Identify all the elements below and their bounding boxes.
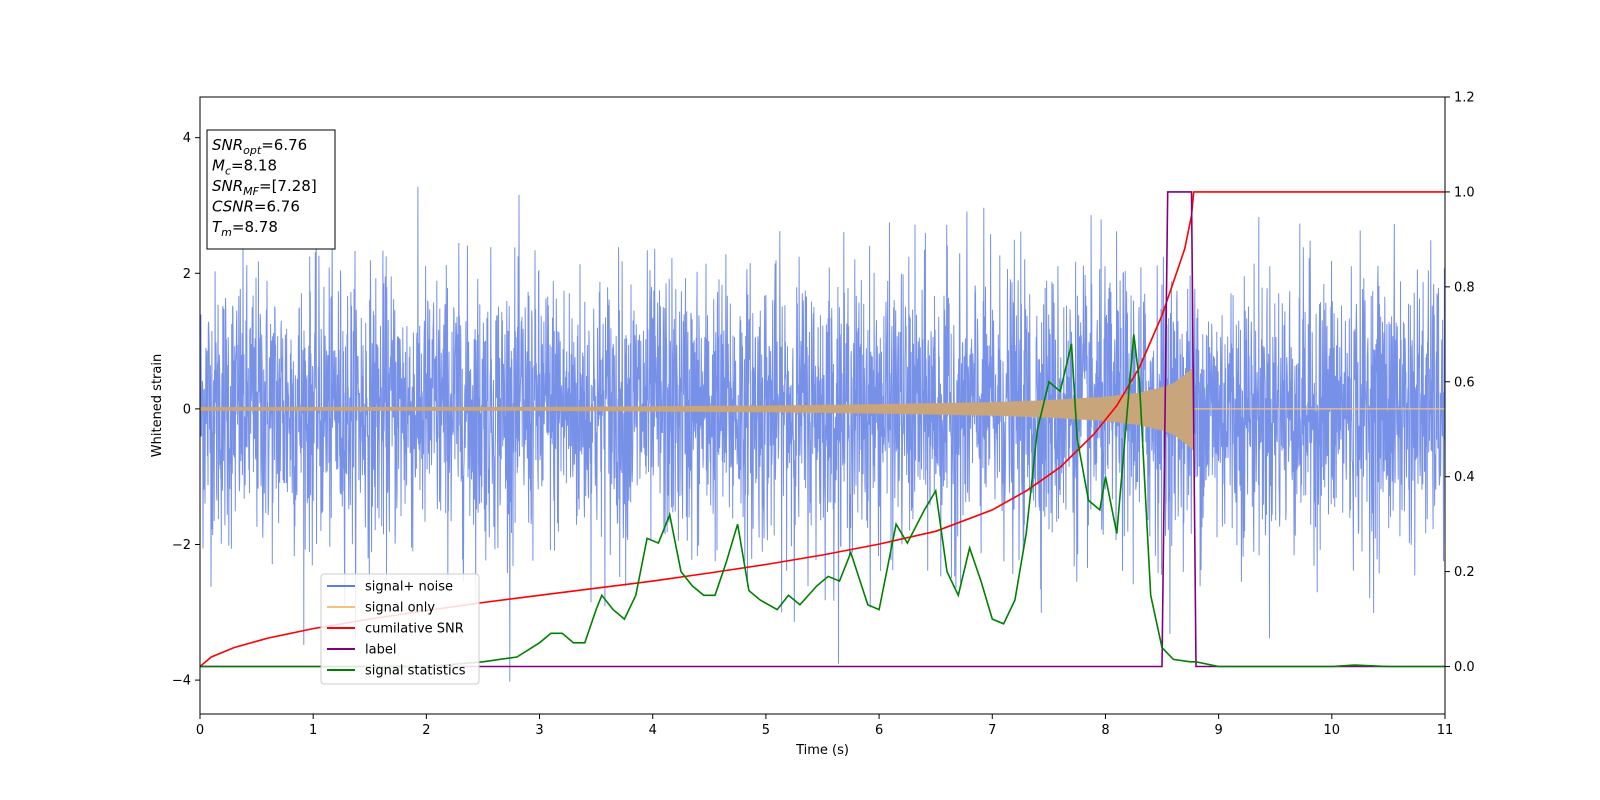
- legend-label: signal only: [365, 601, 435, 616]
- axes-frame: [199, 96, 1446, 715]
- legend-label: signal statistics: [365, 664, 466, 679]
- signal-only-series: [200, 366, 1445, 451]
- x-tick-label: 5: [762, 723, 770, 738]
- signal-only-band: [200, 366, 1194, 451]
- y2-tick-label: 0.4: [1454, 470, 1475, 485]
- y-axis-label: Whitened strain: [150, 354, 165, 457]
- legend-frame: [320, 573, 480, 685]
- stats-line: SNRopt=6.76: [212, 136, 307, 157]
- y2-tick-label: 1.0: [1454, 185, 1475, 200]
- y2-tick-label: 0.6: [1454, 375, 1475, 390]
- stats-line: CSNR=6.76: [212, 198, 300, 216]
- y-axis-ticks: −4 −2 0 2 4: [172, 131, 200, 689]
- legend: signal+ noise signal only cumilative SNR la…: [320, 573, 480, 685]
- y2-tick-label: 0.8: [1454, 280, 1475, 295]
- x-tick-label: 2: [422, 723, 430, 738]
- signal-noise-series: [200, 186, 1445, 682]
- stats-line: SNRMF=[7.28]: [212, 177, 317, 198]
- y2-tick-label: 1.2: [1454, 91, 1475, 106]
- x-tick-label: 3: [535, 723, 543, 738]
- signal-noise-line: [200, 186, 1445, 682]
- y-tick-label: −2: [172, 538, 191, 553]
- legend-label: label: [365, 643, 396, 658]
- x-tick-label: 6: [875, 723, 883, 738]
- x-axis-ticks: 0 1 2 3 4 5 6 7 8 9 10 11: [196, 714, 1453, 738]
- y2-tick-label: 0.0: [1454, 660, 1475, 675]
- x-tick-label: 0: [196, 723, 204, 738]
- x-tick-label: 1: [309, 723, 317, 738]
- y2-tick-label: 0.2: [1454, 565, 1475, 580]
- x-tick-label: 11: [1437, 723, 1454, 738]
- y-tick-label: −4: [172, 674, 191, 689]
- x-tick-label: 10: [1324, 723, 1341, 738]
- legend-label: cumilative SNR: [365, 622, 464, 637]
- signal-statistics-line: [200, 334, 1445, 668]
- x-tick-label: 8: [1101, 723, 1109, 738]
- stats-line: Tm=8.78: [212, 218, 278, 239]
- x-tick-label: 7: [988, 723, 996, 738]
- y-tick-label: 0: [183, 402, 191, 417]
- x-tick-label: 4: [649, 723, 657, 738]
- legend-label: signal+ noise: [365, 580, 453, 595]
- stats-line: Mc=8.18: [212, 157, 277, 178]
- y-tick-label: 4: [183, 131, 191, 146]
- y-tick-label: 2: [183, 267, 191, 282]
- x-tick-label: 9: [1214, 723, 1222, 738]
- x-axis-label: Time (s): [795, 743, 849, 758]
- stats-box-frame: [206, 129, 336, 250]
- y2-axis-ticks: 0.0 0.2 0.4 0.6 0.8 1.0 1.2: [1445, 91, 1475, 675]
